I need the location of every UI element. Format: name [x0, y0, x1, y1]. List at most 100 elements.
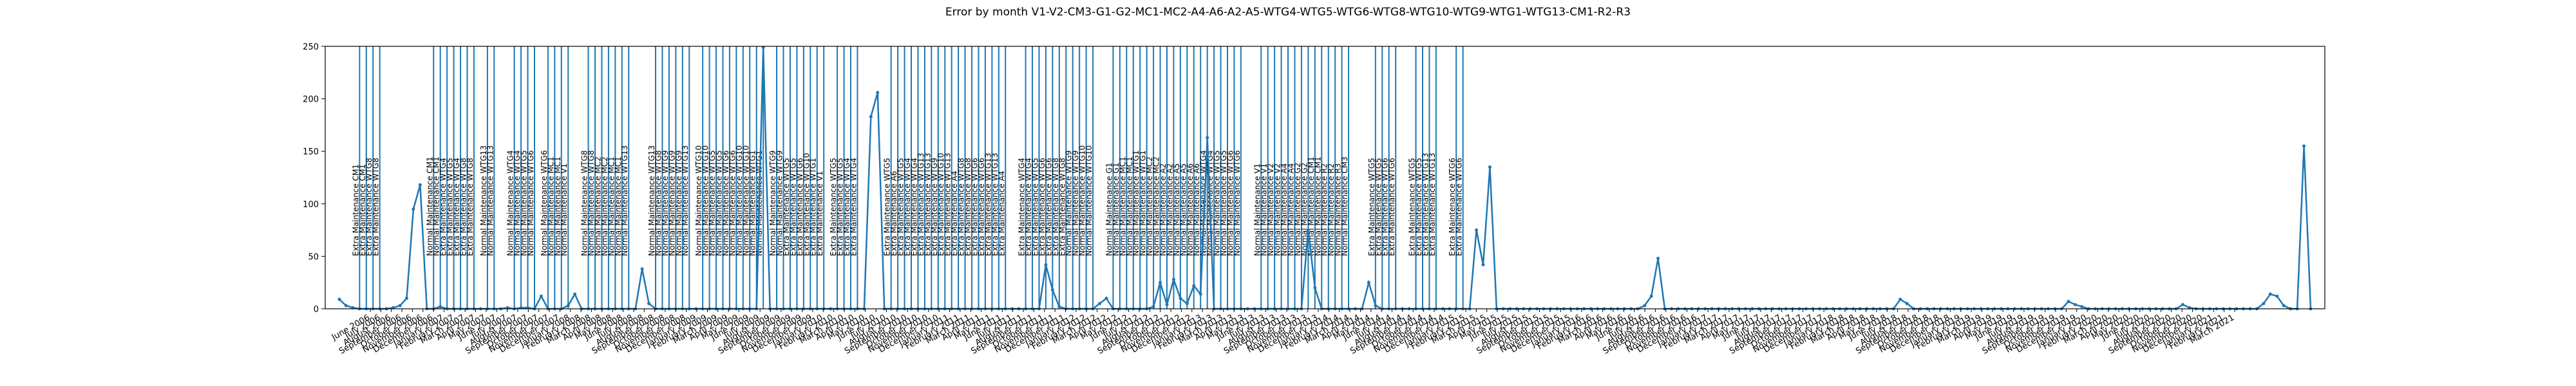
data-point	[573, 292, 577, 296]
event-label: Extra Maintenance WTG5	[1408, 158, 1417, 256]
data-point	[1488, 165, 1492, 169]
event-label: Normal Maintenance A2	[1165, 163, 1174, 256]
event-label: Normal Maintenance WTG10	[1078, 145, 1087, 256]
event-label: Extra Maintenance WTG5	[782, 158, 791, 256]
event-label: Normal Maintenance A6	[1186, 163, 1195, 256]
event-label: Extra Maintenance WTG5	[829, 158, 838, 256]
event-label: Extra Maintenance WTG13	[990, 153, 999, 256]
event-label: Extra Maintenance WTG6	[1455, 158, 1464, 256]
event-label: Extra Maintenance V1	[815, 171, 824, 256]
event-label: Normal Maintenance WTG4	[513, 151, 522, 256]
event-label: Normal Maintenance G1	[1104, 163, 1113, 256]
event-label: Extra Maintenance WTG4	[452, 158, 461, 256]
data-point	[876, 91, 880, 95]
event-label: Extra Maintenance WTG5	[1374, 158, 1383, 256]
event-label: Extra Maintenance WTG6	[970, 158, 979, 256]
event-label: Extra Maintenance WTG6	[1387, 158, 1396, 256]
event-label: Normal Maintenance WTG9	[1071, 151, 1080, 256]
event-label: Extra Maintenance WTG8	[1057, 158, 1066, 256]
data-point	[1057, 305, 1061, 309]
event-label: Extra Maintenance WTG13	[916, 153, 925, 256]
event-label: Normal Maintenance WTG5	[1213, 151, 1222, 256]
event-label: Normal Maintenance A2	[1159, 163, 1168, 256]
data-point	[2073, 302, 2077, 306]
event-label: Normal Maintenance MC2	[600, 156, 609, 256]
data-point	[1171, 277, 1175, 281]
event-label: Normal Maintenance WTG13	[479, 145, 488, 256]
event-label: Extra Maintenance WTG5	[1030, 158, 1039, 256]
event-label: Normal Maintenance WTG4	[506, 151, 515, 256]
event-label: Normal Maintenance A5	[1179, 163, 1188, 256]
event-label: Extra Maintenance WTG8	[1051, 158, 1060, 256]
event-label: Extra Maintenance WTG6	[1448, 158, 1457, 256]
event-label: Normal Maintenance WTG1	[1132, 151, 1141, 256]
event-label: Normal Maintenance CM3	[1340, 156, 1349, 256]
event-label: Normal Maintenance WTG13	[486, 145, 495, 256]
event-label: Extra Maintenance WTG4	[1018, 158, 1027, 256]
event-label: Normal Maintenance WTG8	[580, 151, 589, 256]
y-tick-label: 0	[314, 305, 319, 315]
event-label: Normal Maintenance MC1	[614, 156, 623, 256]
event-label: Normal Maintenance MC2	[1152, 156, 1161, 256]
event-label: Normal Maintenance WTG10	[735, 145, 744, 256]
data-point	[418, 183, 422, 187]
event-label: Normal Maintenance WTG1	[748, 151, 757, 256]
data-point	[1192, 284, 1196, 288]
data-point	[869, 115, 873, 118]
event-label: Extra Maintenance WTG10	[936, 153, 945, 256]
data-point	[539, 294, 543, 298]
event-label: Normal Maintenance V1	[1253, 163, 1262, 256]
data-point	[1643, 304, 1647, 308]
data-point	[1206, 136, 1209, 140]
data-point	[1313, 286, 1317, 290]
event-label: Normal Maintenance R3	[1334, 163, 1343, 256]
event-label: Extra Maintenance WTG5	[446, 158, 455, 256]
event-label: Normal Maintenance WTG6	[526, 151, 535, 256]
data-point	[337, 297, 341, 301]
y-tick-label: 100	[303, 200, 319, 210]
event-label: Normal Maintenance WTG6	[721, 151, 730, 256]
data-point	[1165, 302, 1169, 306]
event-label: Normal Maintenance A5	[1172, 163, 1181, 256]
event-label: Normal Maintenance WTG10	[701, 145, 710, 256]
event-label: Normal Maintenance WTG5	[714, 151, 723, 256]
event-label: Extra Maintenance WTG6	[1037, 158, 1046, 256]
event-label: Normal Maintenance MC2	[1145, 156, 1154, 256]
plot-frame	[325, 46, 2325, 309]
event-label: Normal Maintenance WTG13	[681, 145, 690, 256]
event-label: Normal Maintenance V2	[1273, 163, 1282, 256]
event-label: Extra Maintenance WTG5	[1414, 158, 1423, 256]
event-label: Normal Maintenance WTG5	[1219, 151, 1228, 256]
data-point	[1098, 302, 1102, 306]
event-label: Normal Maintenance CM1	[1313, 156, 1322, 256]
event-label: Normal Maintenance MC1	[1118, 156, 1127, 256]
event-label: Extra Maintenance WTG5	[1367, 158, 1376, 256]
data-point	[1367, 280, 1370, 284]
data-point	[1050, 288, 1054, 292]
event-label: Normal Maintenance WTG5	[520, 151, 529, 256]
event-label: Normal Maintenance MC1	[553, 156, 562, 256]
data-point	[404, 297, 408, 300]
event-label: Normal Maintenance WTG13	[647, 145, 656, 256]
y-tick-label: 250	[303, 42, 319, 52]
data-point	[2268, 292, 2272, 296]
data-point	[1151, 305, 1155, 309]
data-point	[2067, 300, 2070, 304]
data-point	[647, 302, 651, 306]
event-label: Extra Maintenance CM1	[358, 164, 367, 256]
event-label: Normal Maintenance WTG8	[587, 151, 596, 256]
data-point	[566, 304, 570, 308]
event-label: Normal Maintenance A6	[1192, 163, 1201, 256]
event-label: Extra Maintenance WTG5	[896, 158, 905, 256]
event-label: Normal Maintenance WTG1	[1139, 151, 1148, 256]
event-label: Normal Maintenance CM1	[432, 156, 441, 256]
data-point	[1179, 297, 1182, 300]
event-label: Normal Maintenance WTG6	[540, 151, 549, 256]
event-label: Normal Maintenance MC2	[593, 156, 602, 256]
data-point	[640, 267, 644, 271]
event-label: Normal Maintenance WTG8	[654, 151, 663, 256]
data-point	[1306, 228, 1310, 232]
event-label: Extra Maintenance WTG13	[1421, 153, 1430, 256]
